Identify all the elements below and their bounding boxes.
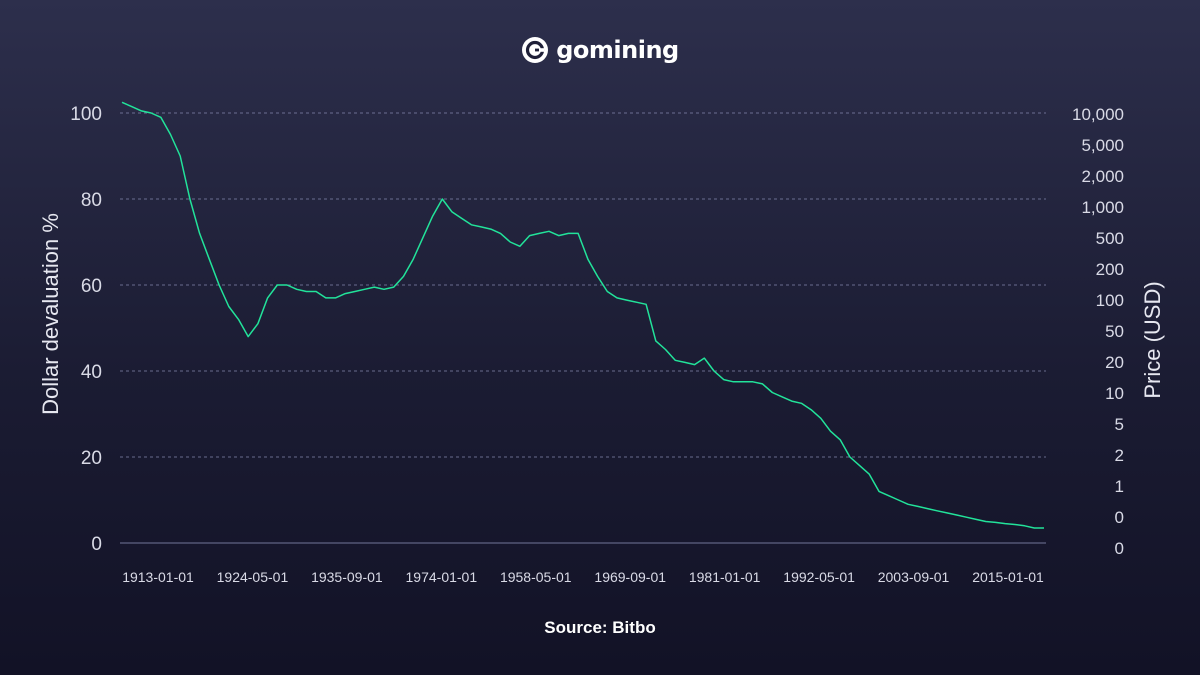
y-tick-label: 100 — [70, 104, 102, 125]
x-tick-label: 1992-05-01 — [783, 569, 855, 585]
x-tick-label: 1974-01-01 — [406, 569, 478, 585]
y2-tick-label: 200 — [1096, 260, 1124, 279]
source-caption: Source: Bitbo — [544, 618, 656, 637]
x-tick-label: 1958-05-01 — [500, 569, 572, 585]
brand-logo: gomining — [0, 36, 1200, 64]
y2-tick-label: 500 — [1096, 229, 1124, 248]
x-tick-label: 1981-01-01 — [689, 569, 761, 585]
y2-tick-label: 2 — [1115, 446, 1124, 465]
y2-tick-label: 1,000 — [1081, 198, 1124, 217]
x-tick-label: 1969-09-01 — [594, 569, 666, 585]
y2-tick-label: 100 — [1096, 291, 1124, 310]
y-tick-label: 40 — [81, 362, 102, 383]
y2-tick-label: 0 — [1115, 539, 1124, 558]
y2-tick-label: 50 — [1105, 322, 1124, 341]
x-tick-label: 1913-01-01 — [122, 569, 194, 585]
x-tick-label: 2003-09-01 — [878, 569, 950, 585]
y2-tick-label: 20 — [1105, 353, 1124, 372]
y2-tick-label: 1 — [1115, 477, 1124, 496]
y2-tick-label: 10 — [1105, 384, 1124, 403]
y-tick-label: 60 — [81, 276, 102, 297]
y2-axis-label: Price (USD) — [1140, 281, 1165, 398]
y-tick-label: 80 — [81, 190, 102, 211]
x-tick-label: 1924-05-01 — [217, 569, 289, 585]
y2-tick-label: 2,000 — [1081, 167, 1124, 186]
x-tick-label: 2015-01-01 — [972, 569, 1044, 585]
brand-name: gomining — [556, 36, 679, 64]
gomining-logo-icon — [522, 37, 549, 63]
y-tick-label: 0 — [91, 534, 102, 555]
y2-tick-label: 5 — [1115, 415, 1124, 434]
x-tick-label: 1935-09-01 — [311, 569, 383, 585]
y2-tick-label: 0 — [1115, 508, 1124, 527]
y2-tick-label: 5,000 — [1081, 136, 1124, 155]
y2-tick-label: 10,000 — [1072, 105, 1124, 124]
y-tick-label: 20 — [81, 448, 102, 469]
y-axis-label: Dollar devaluation % — [38, 213, 63, 415]
series-line — [121, 101, 1044, 529]
